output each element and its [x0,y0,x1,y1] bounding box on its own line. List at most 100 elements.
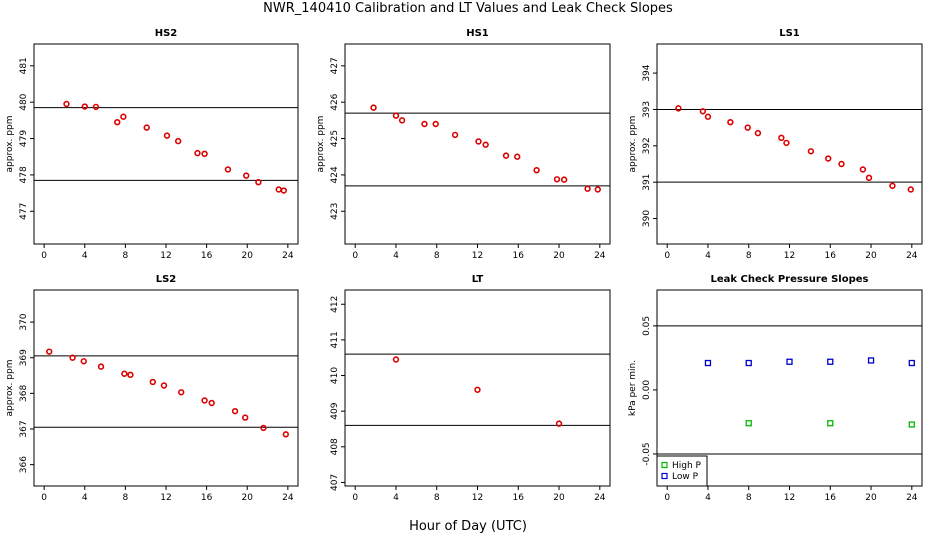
x-tick-label: 8 [123,251,129,261]
data-point [81,103,88,110]
x-tick-label: 0 [352,251,358,261]
data-point [63,100,70,108]
x-tick-label: 8 [434,251,440,261]
y-tick-label: 481 [19,57,29,74]
y-tick-label: 409 [330,402,340,419]
data-point [174,137,182,145]
legend-marker [661,472,668,480]
y-axis-label: kPa per min. [628,360,638,416]
legend-marker [661,461,668,469]
x-tick-label: 24 [906,493,918,503]
data-point [392,356,400,363]
data-point [121,370,128,377]
x-tick-label: 16 [513,493,525,503]
data-point [827,358,834,365]
chart-main-title: NWR_140410 Calibration and LT Values and… [263,1,673,16]
legend-label: Low P [672,472,699,482]
x-tick-label: 12 [472,493,483,503]
x-tick-label: 16 [201,493,213,503]
data-point [786,358,793,365]
data-point [282,431,290,438]
data-point [594,186,601,193]
x-tick-label: 20 [865,493,877,503]
data-point [553,176,561,183]
x-tick-label: 4 [82,251,88,261]
data-point [745,420,752,427]
y-tick-label: 425 [330,130,340,147]
panel-title: LS2 [156,274,177,285]
shared-x-axis-label: Hour of Day (UTC) [409,519,527,534]
panel-4: LS2 0 4 8 12 16 20 24 366 367 368 369 370 approx. ppm [5,274,299,503]
y-tick-label: 0.00 [642,380,652,400]
data-point [727,118,734,126]
y-tick-label: 390 [642,210,652,227]
data-point [260,424,267,432]
data-point [231,407,239,415]
panel-title: HS2 [155,28,178,39]
panel-2: HS1 0 4 8 12 16 20 24 423 424 425 426 427 approx. ppm [316,28,611,261]
y-tick-label: 366 [19,456,29,473]
y-tick-label: 480 [19,93,29,110]
data-point [421,120,428,128]
panel-6: Leak Check Pressure Slopes 0 4 8 12 16 20 24 -0.… [628,274,923,503]
panel-title: LT [472,274,484,285]
x-tick-label: 16 [825,251,837,261]
x-tick-label: 24 [906,251,918,261]
y-tick-label: 479 [19,130,29,147]
data-point [907,186,914,193]
y-tick-label: 407 [330,474,340,491]
y-tick-label: 0.05 [642,316,652,336]
data-point [242,414,249,421]
y-tick-label: 411 [330,331,340,348]
x-tick-label: 0 [352,493,358,503]
x-tick-label: 24 [594,493,606,503]
data-point [97,363,105,370]
data-point [178,389,185,396]
x-tick-label: 16 [201,251,213,261]
data-point [865,174,873,182]
x-tick-label: 12 [160,251,171,261]
y-axis-label: approx. ppm [316,116,326,173]
y-tick-label: 423 [330,203,340,220]
y-tick-label: 369 [19,349,29,366]
y-tick-label: 370 [19,313,29,330]
data-point [120,113,127,120]
x-tick-label: 4 [705,493,711,503]
data-point [482,141,489,148]
data-point [114,118,121,126]
plot-frame [656,43,923,245]
data-point [475,138,482,145]
data-point [92,103,100,111]
y-tick-label: 424 [330,166,340,183]
data-point [392,112,400,119]
x-tick-label: 16 [513,251,525,261]
x-tick-label: 24 [594,251,606,261]
x-tick-label: 20 [865,251,877,261]
x-tick-label: 8 [746,493,752,503]
data-point [889,182,896,190]
data-point [370,104,377,111]
data-point [555,420,563,427]
data-point [514,153,521,160]
data-point [699,108,707,115]
data-point [745,359,752,367]
x-tick-label: 20 [242,493,254,503]
x-tick-label: 12 [472,251,483,261]
data-point [807,148,815,155]
legend-box [656,455,708,487]
x-tick-label: 0 [41,493,47,503]
y-tick-label: 408 [330,438,340,455]
y-tick-label: 391 [642,174,652,191]
x-tick-label: 12 [784,251,795,261]
x-tick-label: 20 [553,493,565,503]
y-tick-label: 477 [19,203,29,220]
data-point [208,399,215,407]
data-point [675,105,682,112]
y-tick-label: -0.05 [642,442,652,465]
x-tick-label: 12 [160,493,171,503]
legend-label: High P [672,461,702,471]
panel-title: Leak Check Pressure Slopes [711,274,869,285]
data-point [533,166,540,174]
